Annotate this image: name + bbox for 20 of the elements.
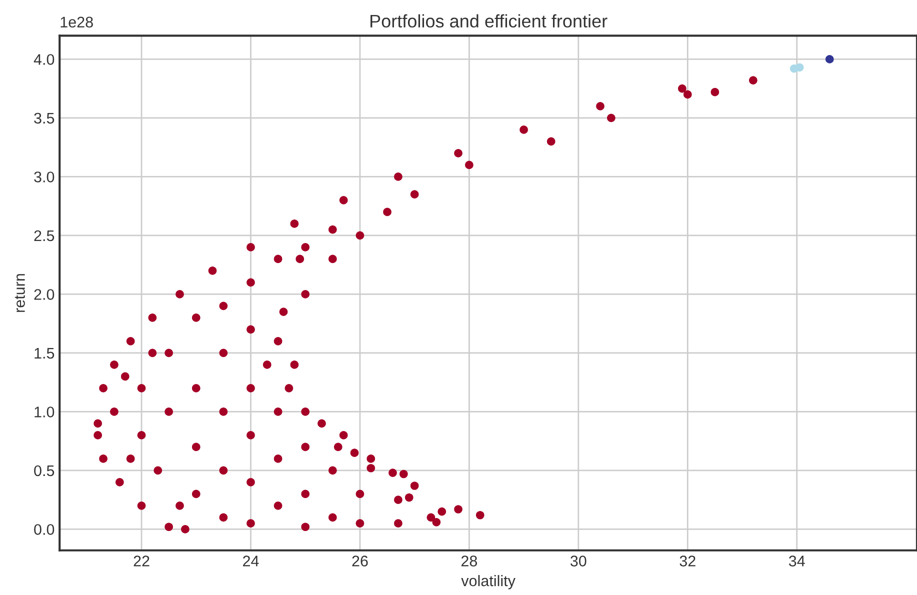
x-tick-label: 24: [243, 556, 259, 566]
x-tick-label: 30: [570, 556, 586, 566]
x-tick-label: 26: [352, 556, 368, 566]
y-tick-label: 2.5: [34, 230, 54, 242]
x-tick-label: 22: [134, 556, 150, 566]
x-tick-label: 34: [788, 556, 805, 566]
y-tick-label: 3.0: [34, 172, 54, 182]
y-tick-label: 1.5: [34, 348, 54, 359]
y-tick-label: 1.0: [34, 406, 54, 418]
y-tick-label: 4.0: [34, 54, 54, 65]
y-axis-title: return: [14, 274, 25, 312]
x-axis-title: volatility: [461, 575, 516, 590]
x-tick-label: 28: [461, 556, 478, 566]
y-tick-label: 0.0: [34, 524, 54, 535]
y-tick-label: 2.0: [34, 289, 54, 300]
y-tick-label: 3.5: [34, 112, 54, 124]
y-tick-label: 0.5: [34, 465, 54, 476]
chart-title: Portfolios and efficient frontier: [370, 14, 608, 28]
text: 1e28: [60, 16, 93, 28]
x-tick-label: 32: [680, 556, 696, 566]
